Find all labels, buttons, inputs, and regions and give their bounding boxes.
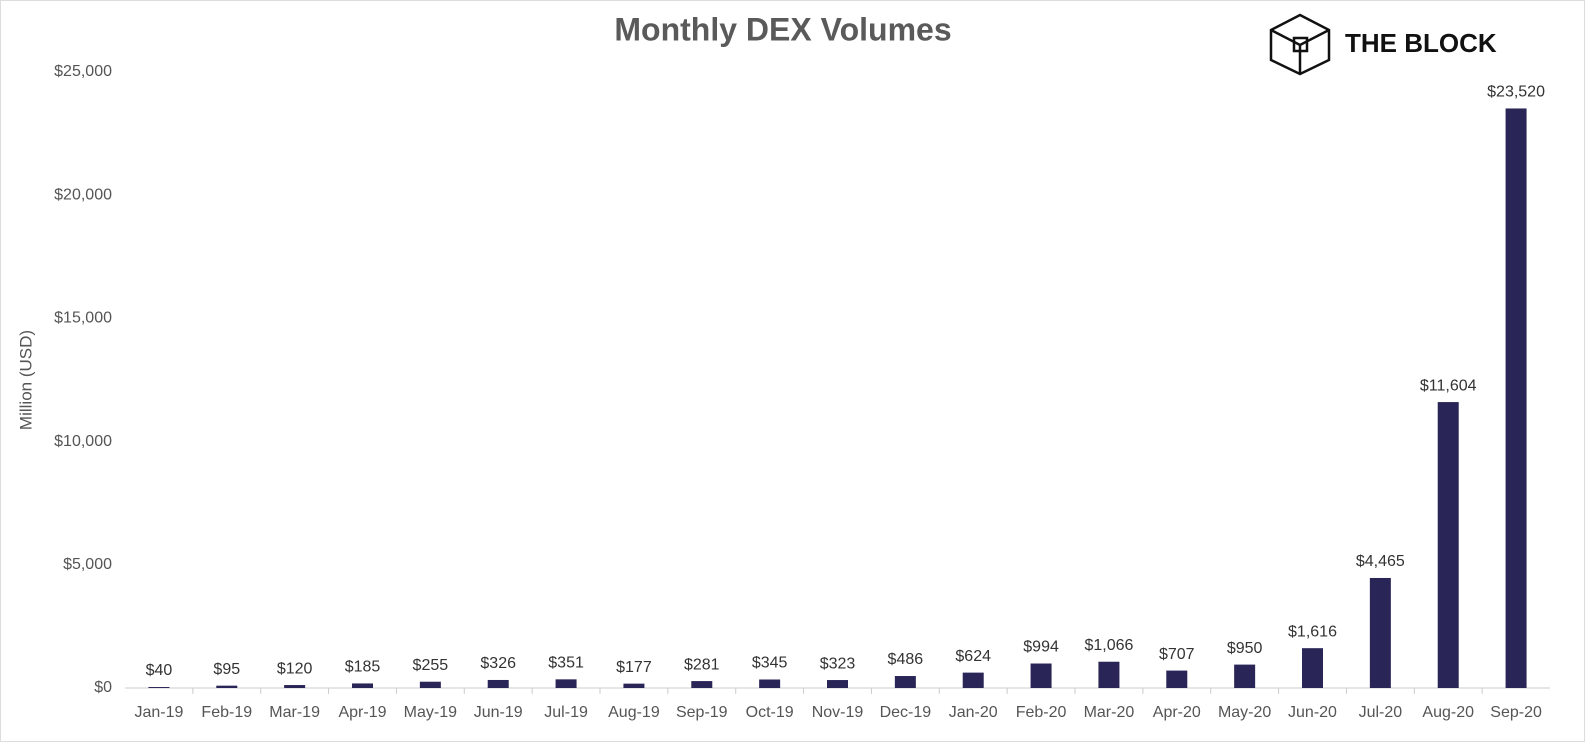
bar — [555, 679, 577, 688]
value-label: $120 — [277, 660, 313, 677]
bar — [284, 685, 306, 688]
value-label: $177 — [616, 659, 652, 676]
x-tick-label: Nov-19 — [812, 704, 864, 721]
bar — [352, 683, 373, 688]
value-label: $4,465 — [1356, 553, 1405, 570]
x-tick-label: May-19 — [404, 704, 457, 721]
x-tick-label: Aug-19 — [608, 704, 660, 721]
value-label: $486 — [888, 651, 924, 668]
bar — [1098, 661, 1120, 688]
value-label: $323 — [820, 655, 856, 672]
value-label: $707 — [1159, 646, 1195, 663]
bar — [216, 685, 238, 688]
bar — [487, 679, 509, 688]
x-tick-label: Feb-19 — [201, 704, 252, 721]
chart-title: Monthly DEX Volumes — [614, 11, 951, 47]
x-tick-label: Jan-20 — [949, 704, 998, 721]
x-tick-label: Mar-20 — [1084, 704, 1135, 721]
x-tick-label: Sep-19 — [676, 704, 728, 721]
value-label: $281 — [684, 656, 720, 673]
value-label: $1,066 — [1084, 637, 1133, 654]
value-label: $40 — [146, 662, 173, 679]
bar — [1437, 402, 1459, 688]
value-label: $23,520 — [1487, 84, 1545, 101]
bar — [691, 681, 713, 688]
x-tick-label: Aug-20 — [1422, 704, 1474, 721]
x-tick-label: Oct-19 — [746, 704, 794, 721]
y-tick-label: $5,000 — [63, 556, 112, 573]
brand-logo — [1269, 13, 1331, 76]
x-tick-label: Jun-20 — [1288, 704, 1337, 721]
bar — [894, 676, 916, 688]
y-tick-label: $20,000 — [54, 186, 112, 203]
bar — [827, 680, 848, 688]
bar — [1505, 108, 1527, 688]
x-tick-label: Apr-20 — [1153, 704, 1201, 721]
brand-name: THE BLOCK — [1345, 28, 1497, 58]
x-tick-label: Apr-19 — [338, 704, 386, 721]
x-tick-label: Dec-19 — [880, 704, 932, 721]
y-tick-label: $15,000 — [54, 310, 112, 327]
x-tick-label: May-20 — [1218, 704, 1271, 721]
y-tick-label: $25,000 — [54, 63, 112, 80]
value-label: $950 — [1227, 640, 1263, 657]
value-label: $994 — [1023, 639, 1059, 656]
x-tick-label: Sep-20 — [1490, 704, 1542, 721]
bar — [623, 683, 645, 688]
bar — [419, 681, 441, 688]
bar — [1369, 577, 1391, 688]
x-tick-label: Mar-19 — [269, 704, 320, 721]
value-label: $1,616 — [1288, 623, 1337, 640]
value-label: $185 — [345, 659, 381, 676]
bar — [148, 687, 170, 688]
x-tick-label: Feb-20 — [1016, 704, 1067, 721]
value-label: $351 — [548, 655, 584, 672]
y-tick-label: $10,000 — [54, 433, 112, 450]
bar — [1030, 663, 1052, 688]
bar — [759, 679, 781, 688]
x-tick-label: Jun-19 — [474, 704, 523, 721]
bar — [1166, 670, 1188, 688]
bar — [1234, 664, 1256, 688]
y-axis-title: Million (USD) — [16, 330, 35, 430]
bar — [1302, 648, 1323, 688]
x-tick-label: Jul-20 — [1359, 704, 1403, 721]
x-tick-label: Jan-19 — [134, 704, 183, 721]
value-label: $255 — [413, 657, 449, 674]
bar — [962, 672, 984, 688]
value-label: $326 — [480, 655, 516, 672]
value-label: $345 — [752, 655, 788, 672]
x-tick-label: Jul-19 — [544, 704, 588, 721]
y-tick-label: $0 — [94, 679, 112, 696]
value-label: $624 — [955, 648, 991, 665]
value-label: $11,604 — [1420, 377, 1477, 394]
value-label: $95 — [213, 661, 240, 678]
